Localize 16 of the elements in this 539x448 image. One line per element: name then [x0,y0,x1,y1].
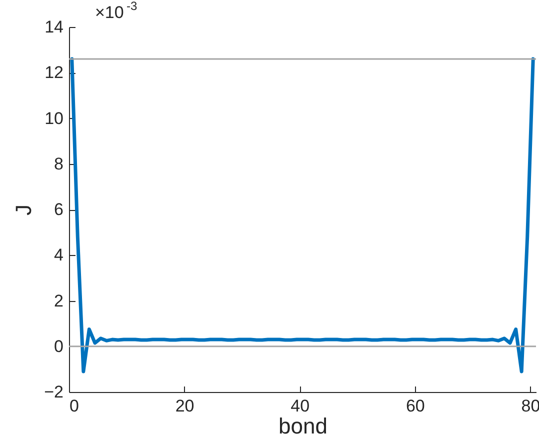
y-tick-label: 4 [54,246,64,265]
y-tick-label: −2 [44,382,64,402]
x-axis-title: bond [278,414,328,438]
x-tick-label: 60 [406,396,425,416]
y-tick-label: 10 [44,108,64,128]
y-tick-label: 14 [44,18,64,36]
x-tick-label: 40 [290,396,310,416]
y-tick-label: 2 [54,291,64,310]
y-tick-label: 12 [44,63,64,82]
x-tick-label: 0 [70,396,79,416]
y-tick-label: 8 [54,154,64,174]
line-series [70,57,535,374]
y-axis-title: J [11,204,36,216]
y-tick-label: 6 [54,200,64,219]
x-tick-label: 20 [175,396,194,416]
y-tick-label: 0 [54,336,64,356]
